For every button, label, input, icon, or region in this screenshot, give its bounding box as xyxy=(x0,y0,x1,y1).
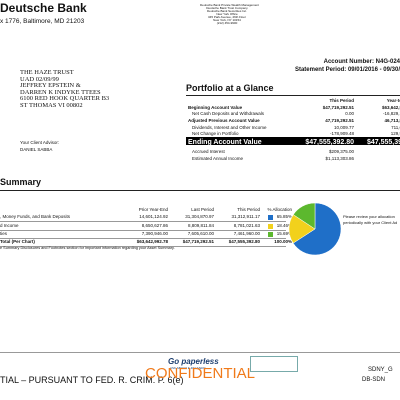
row-value: 46,713,8 xyxy=(384,118,400,123)
row-value: 8,781,021.63 xyxy=(233,223,260,228)
row-value: 65.85% xyxy=(276,214,292,219)
row-value: $47,555,392.80 xyxy=(305,139,354,146)
row-value: 18.46% xyxy=(276,223,292,228)
edelivery: ASK ABOUT E-DELIVERY xyxy=(170,366,206,370)
office-line: New York Office xyxy=(216,12,238,16)
legal-banner: TIAL – PURSUANT TO FED. R. CRIM. P. 6(e) xyxy=(0,375,184,385)
office-line: Deutsche Bank Securities Inc. xyxy=(206,9,248,13)
rule xyxy=(0,190,400,191)
badge xyxy=(250,356,298,372)
logo: Deutsche Bank xyxy=(0,1,87,15)
row-rule xyxy=(0,221,286,222)
confidential-stamp: CONFIDENTIAL xyxy=(145,365,256,382)
row-value: $63,642,992.78 xyxy=(136,239,168,244)
office-line: New York, NY 10154 xyxy=(213,18,241,22)
row-rule xyxy=(0,230,286,231)
row-value: $63,642,9 xyxy=(381,105,400,110)
advisor-name: DANIEL SABBA xyxy=(20,147,53,152)
row-value: 8,809,811.84 xyxy=(188,223,214,228)
row-value: 10,009.77 xyxy=(333,125,354,130)
row-value: 31,312,911.17 xyxy=(231,214,260,219)
row-value: 47,719,292.51 xyxy=(325,118,354,123)
legend-swatch xyxy=(268,232,273,237)
row-value: $47,555,392.80 xyxy=(228,239,260,244)
legend-swatch xyxy=(268,215,273,220)
row-label: Dividends, Interest and Other Income xyxy=(192,125,267,130)
summary-title: Summary xyxy=(0,177,42,187)
row-value: 129,9 xyxy=(390,131,400,136)
row-value: 100.00% xyxy=(274,239,292,244)
address-block: THE HAZE TRUST UAD 02/09/99 JEFFREY EPSTEI… xyxy=(20,69,110,109)
rule xyxy=(0,352,400,353)
row-value: 8,650,627.86 xyxy=(141,223,168,228)
review-text: periodically with your Client Ad xyxy=(343,220,398,225)
office-line: Deutsche Bank Private Wealth Management xyxy=(200,3,259,7)
portfolio-title: Portfolio at a Glance xyxy=(186,83,274,93)
bates: SDNY_G xyxy=(368,367,393,373)
row-label: Beginning Account Value xyxy=(188,105,243,110)
office-line: 345 Park Avenue, 26th Floor xyxy=(208,15,246,19)
row-label: Accrued Interest xyxy=(192,149,225,154)
address-line: THE HAZE TRUST xyxy=(20,69,74,76)
address-line: JEFFREY EPSTEIN & xyxy=(20,82,81,89)
row-label: ties xyxy=(0,231,8,236)
rule xyxy=(186,95,400,96)
row-value: 31,304,870.97 xyxy=(185,214,214,219)
row-label: Net Change in Portfolio xyxy=(192,131,239,136)
column-header: Last Period xyxy=(191,207,214,212)
row-value: 0.00 xyxy=(345,111,354,116)
row-value: 15.69% xyxy=(276,231,292,236)
row-value: $209,375.00 xyxy=(328,149,354,154)
address-line: ST THOMAS VI 00802 xyxy=(20,101,83,109)
statement-period: Statement Period: 09/01/2016 - 09/30/ xyxy=(294,67,400,73)
column-header: Year-to xyxy=(386,98,400,103)
address-line: DARREN K INDYKE TTEES xyxy=(20,88,101,96)
row-value: 7,461,960.00 xyxy=(233,231,260,236)
row-value: 7,605,610.00 xyxy=(187,231,214,236)
row-rule xyxy=(0,238,286,239)
column-header: Prior Year-End xyxy=(138,207,168,212)
return-address: x 1776, Baltimore, MD 21203 xyxy=(0,18,85,25)
allocation-pie xyxy=(288,202,342,256)
column-header: This Period xyxy=(329,98,354,103)
row-value: $1,113,303.86 xyxy=(325,156,354,161)
row-label: d Income xyxy=(0,223,19,228)
row-label: Estimated Annual Income xyxy=(192,156,244,161)
row-value: -178,909.48 xyxy=(329,131,354,136)
row-value: 7,390,946.00 xyxy=(141,231,168,236)
bates: DB-SDN xyxy=(362,377,386,383)
address-line: 6100 RED HOOK QUARTER B3 xyxy=(20,95,110,102)
office-block: Deutsche Bank Private Wealth Management D… xyxy=(200,3,259,25)
pie-wedge xyxy=(292,202,316,230)
row-value: 14,601,124.92 xyxy=(139,214,168,219)
ending-band xyxy=(186,137,400,145)
summary-note: e Summary Disclosures and Footnotes sect… xyxy=(0,246,175,250)
office-line: Deutsche Bank Trust Company xyxy=(206,6,248,10)
legend-swatch xyxy=(268,224,273,229)
row-label: , Money Funds, and Bank Deposits xyxy=(0,214,71,219)
row-value: $47,719,292.51 xyxy=(322,105,354,110)
row-rule xyxy=(0,246,286,247)
advisor-label: Your Client Advisor: xyxy=(20,140,60,145)
review-text: Please review your allocation xyxy=(343,214,395,219)
row-value: $47,555,39 xyxy=(366,139,400,146)
row-label: Adjusted Previous Account Value xyxy=(188,118,260,123)
row-label: Ending Account Value xyxy=(188,139,262,146)
column-header: This Period xyxy=(237,207,260,212)
column-header: % Allocation xyxy=(267,207,292,212)
row-label: Total (Per Chart) xyxy=(0,239,35,244)
row-value: $47,719,292.51 xyxy=(182,239,214,244)
paperless: Go paperless xyxy=(168,357,219,366)
office-line: (212) 454-9900 xyxy=(216,21,238,25)
row-label: Net Cash Deposits and Withdrawals xyxy=(192,111,265,116)
pie-wedge xyxy=(292,202,342,256)
account-number: Account Number: N4G-024 xyxy=(323,59,400,65)
row-value: -16,829,1 xyxy=(382,111,400,116)
row-value: 711,6 xyxy=(391,125,400,130)
address-line: UAD 02/09/99 xyxy=(20,75,59,83)
